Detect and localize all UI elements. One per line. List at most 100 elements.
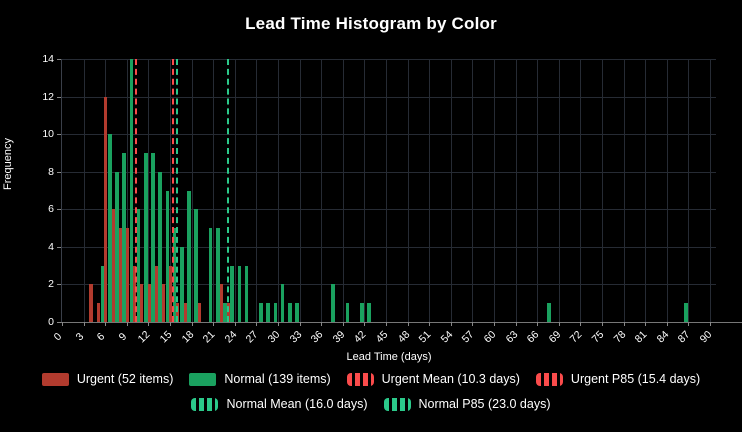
y-tick-label: 14 <box>42 53 54 65</box>
normal-bar <box>108 134 112 322</box>
legend-item-normal-p85: Normal P85 (23.0 days) <box>383 397 551 411</box>
normal-bar <box>129 59 134 322</box>
x-gridline <box>299 59 301 322</box>
x-gridline <box>450 59 452 322</box>
normal-bar <box>172 228 177 322</box>
x-tick-mark <box>450 322 452 326</box>
y-tick-label: 4 <box>48 240 54 253</box>
x-tick-mark <box>602 322 603 326</box>
x-gridline <box>148 59 150 322</box>
normal-p85-swatch <box>383 397 411 411</box>
normal-bar <box>194 209 198 322</box>
normal-bar <box>136 209 141 322</box>
y-tick-mark <box>57 284 61 286</box>
x-tick-mark <box>537 322 539 326</box>
legend-label-urgent-mean: Urgent Mean (10.3 days) <box>381 372 520 386</box>
x-tick-label: 63 <box>503 328 520 346</box>
y-gridline <box>62 246 716 248</box>
urgent-bar <box>154 265 158 322</box>
urgent-bar <box>147 284 151 322</box>
x-tick-label: 60 <box>481 328 499 346</box>
x-gridline <box>256 59 258 322</box>
urgent-bar <box>139 284 144 322</box>
normal-mean-swatch <box>191 397 219 411</box>
urgent-p85-swatch <box>535 372 563 386</box>
y-axis-spine <box>61 59 62 322</box>
x-tick-label: 3 <box>73 330 86 344</box>
x-gridline <box>234 59 236 322</box>
y-gridline <box>62 209 716 211</box>
x-gridline <box>580 59 582 322</box>
legend-item-normal: Normal (139 items) <box>189 372 331 386</box>
x-gridline <box>278 59 279 322</box>
x-gridline <box>623 59 625 322</box>
y-tick-mark <box>57 246 61 248</box>
x-tick-label: 27 <box>244 328 261 346</box>
urgent-mean-line <box>135 59 138 322</box>
x-tick-label: 81 <box>632 328 650 346</box>
urgent-bar <box>125 228 129 322</box>
y-tick-mark <box>57 134 61 136</box>
normal-mean-line <box>176 59 179 322</box>
urgent-bar <box>197 303 201 322</box>
y-tick-label: 6 <box>48 203 54 216</box>
x-tick-mark <box>213 322 215 326</box>
x-gridline <box>191 59 193 322</box>
normal-bar <box>244 265 249 322</box>
x-tick-mark <box>645 322 647 326</box>
normal-bar <box>684 303 688 322</box>
x-tick-label: 42 <box>352 328 369 346</box>
x-tick-mark <box>191 322 193 326</box>
x-tick-mark <box>688 322 690 326</box>
x-gridline <box>645 59 647 322</box>
normal-bar <box>280 284 285 322</box>
x-axis-spine <box>61 322 742 323</box>
normal-bar <box>223 303 227 322</box>
normal-bar <box>144 152 148 322</box>
x-tick-mark <box>494 322 495 326</box>
normal-swatch <box>189 372 217 386</box>
y-tick-label: 0 <box>48 316 54 328</box>
x-tick-mark <box>278 322 279 326</box>
x-gridline <box>494 59 495 322</box>
normal-bar <box>331 284 335 322</box>
x-tick-mark <box>321 322 323 326</box>
x-gridline <box>472 59 474 322</box>
y-tick-mark <box>57 322 61 323</box>
normal-bar <box>345 303 350 322</box>
x-tick-label: 66 <box>524 328 542 346</box>
urgent-bar <box>219 284 223 322</box>
x-axis-title: Lead Time (days) <box>346 351 432 363</box>
x-tick-mark <box>623 322 625 326</box>
x-gridline <box>342 59 344 322</box>
x-tick-label: 72 <box>568 328 585 346</box>
x-tick-mark <box>515 322 517 326</box>
x-tick-label: 75 <box>589 328 607 346</box>
x-tick-label: 36 <box>308 328 326 346</box>
y-tick-label: 2 <box>48 278 54 291</box>
x-tick-label: 18 <box>179 328 196 346</box>
x-tick-label: 24 <box>222 328 240 346</box>
normal-bar <box>180 246 184 322</box>
urgent-bar <box>111 209 115 322</box>
y-gridline <box>62 59 716 60</box>
legend-label-urgent-p85: Urgent P85 (15.4 days) <box>570 372 701 386</box>
normal-bar <box>115 171 119 322</box>
y-tick-label: 8 <box>48 165 54 178</box>
x-tick-mark <box>472 322 474 326</box>
normal-bar <box>158 171 162 322</box>
urgent-swatch <box>41 372 69 386</box>
normal-bar <box>208 228 213 322</box>
legend-row-2: Normal Mean (16.0 days) Normal P85 (23.0… <box>0 397 742 411</box>
normal-bar <box>367 303 371 322</box>
y-gridline <box>62 284 716 286</box>
x-gridline <box>688 59 690 322</box>
x-tick-label: 45 <box>373 328 391 346</box>
y-tick-mark <box>57 209 61 211</box>
x-tick-mark <box>558 322 560 326</box>
legend-label-normal-mean: Normal Mean (16.0 days) <box>226 397 368 411</box>
plot-area <box>57 59 742 326</box>
normal-bar <box>216 228 220 322</box>
normal-bar <box>165 190 170 322</box>
x-gridline <box>213 59 215 322</box>
